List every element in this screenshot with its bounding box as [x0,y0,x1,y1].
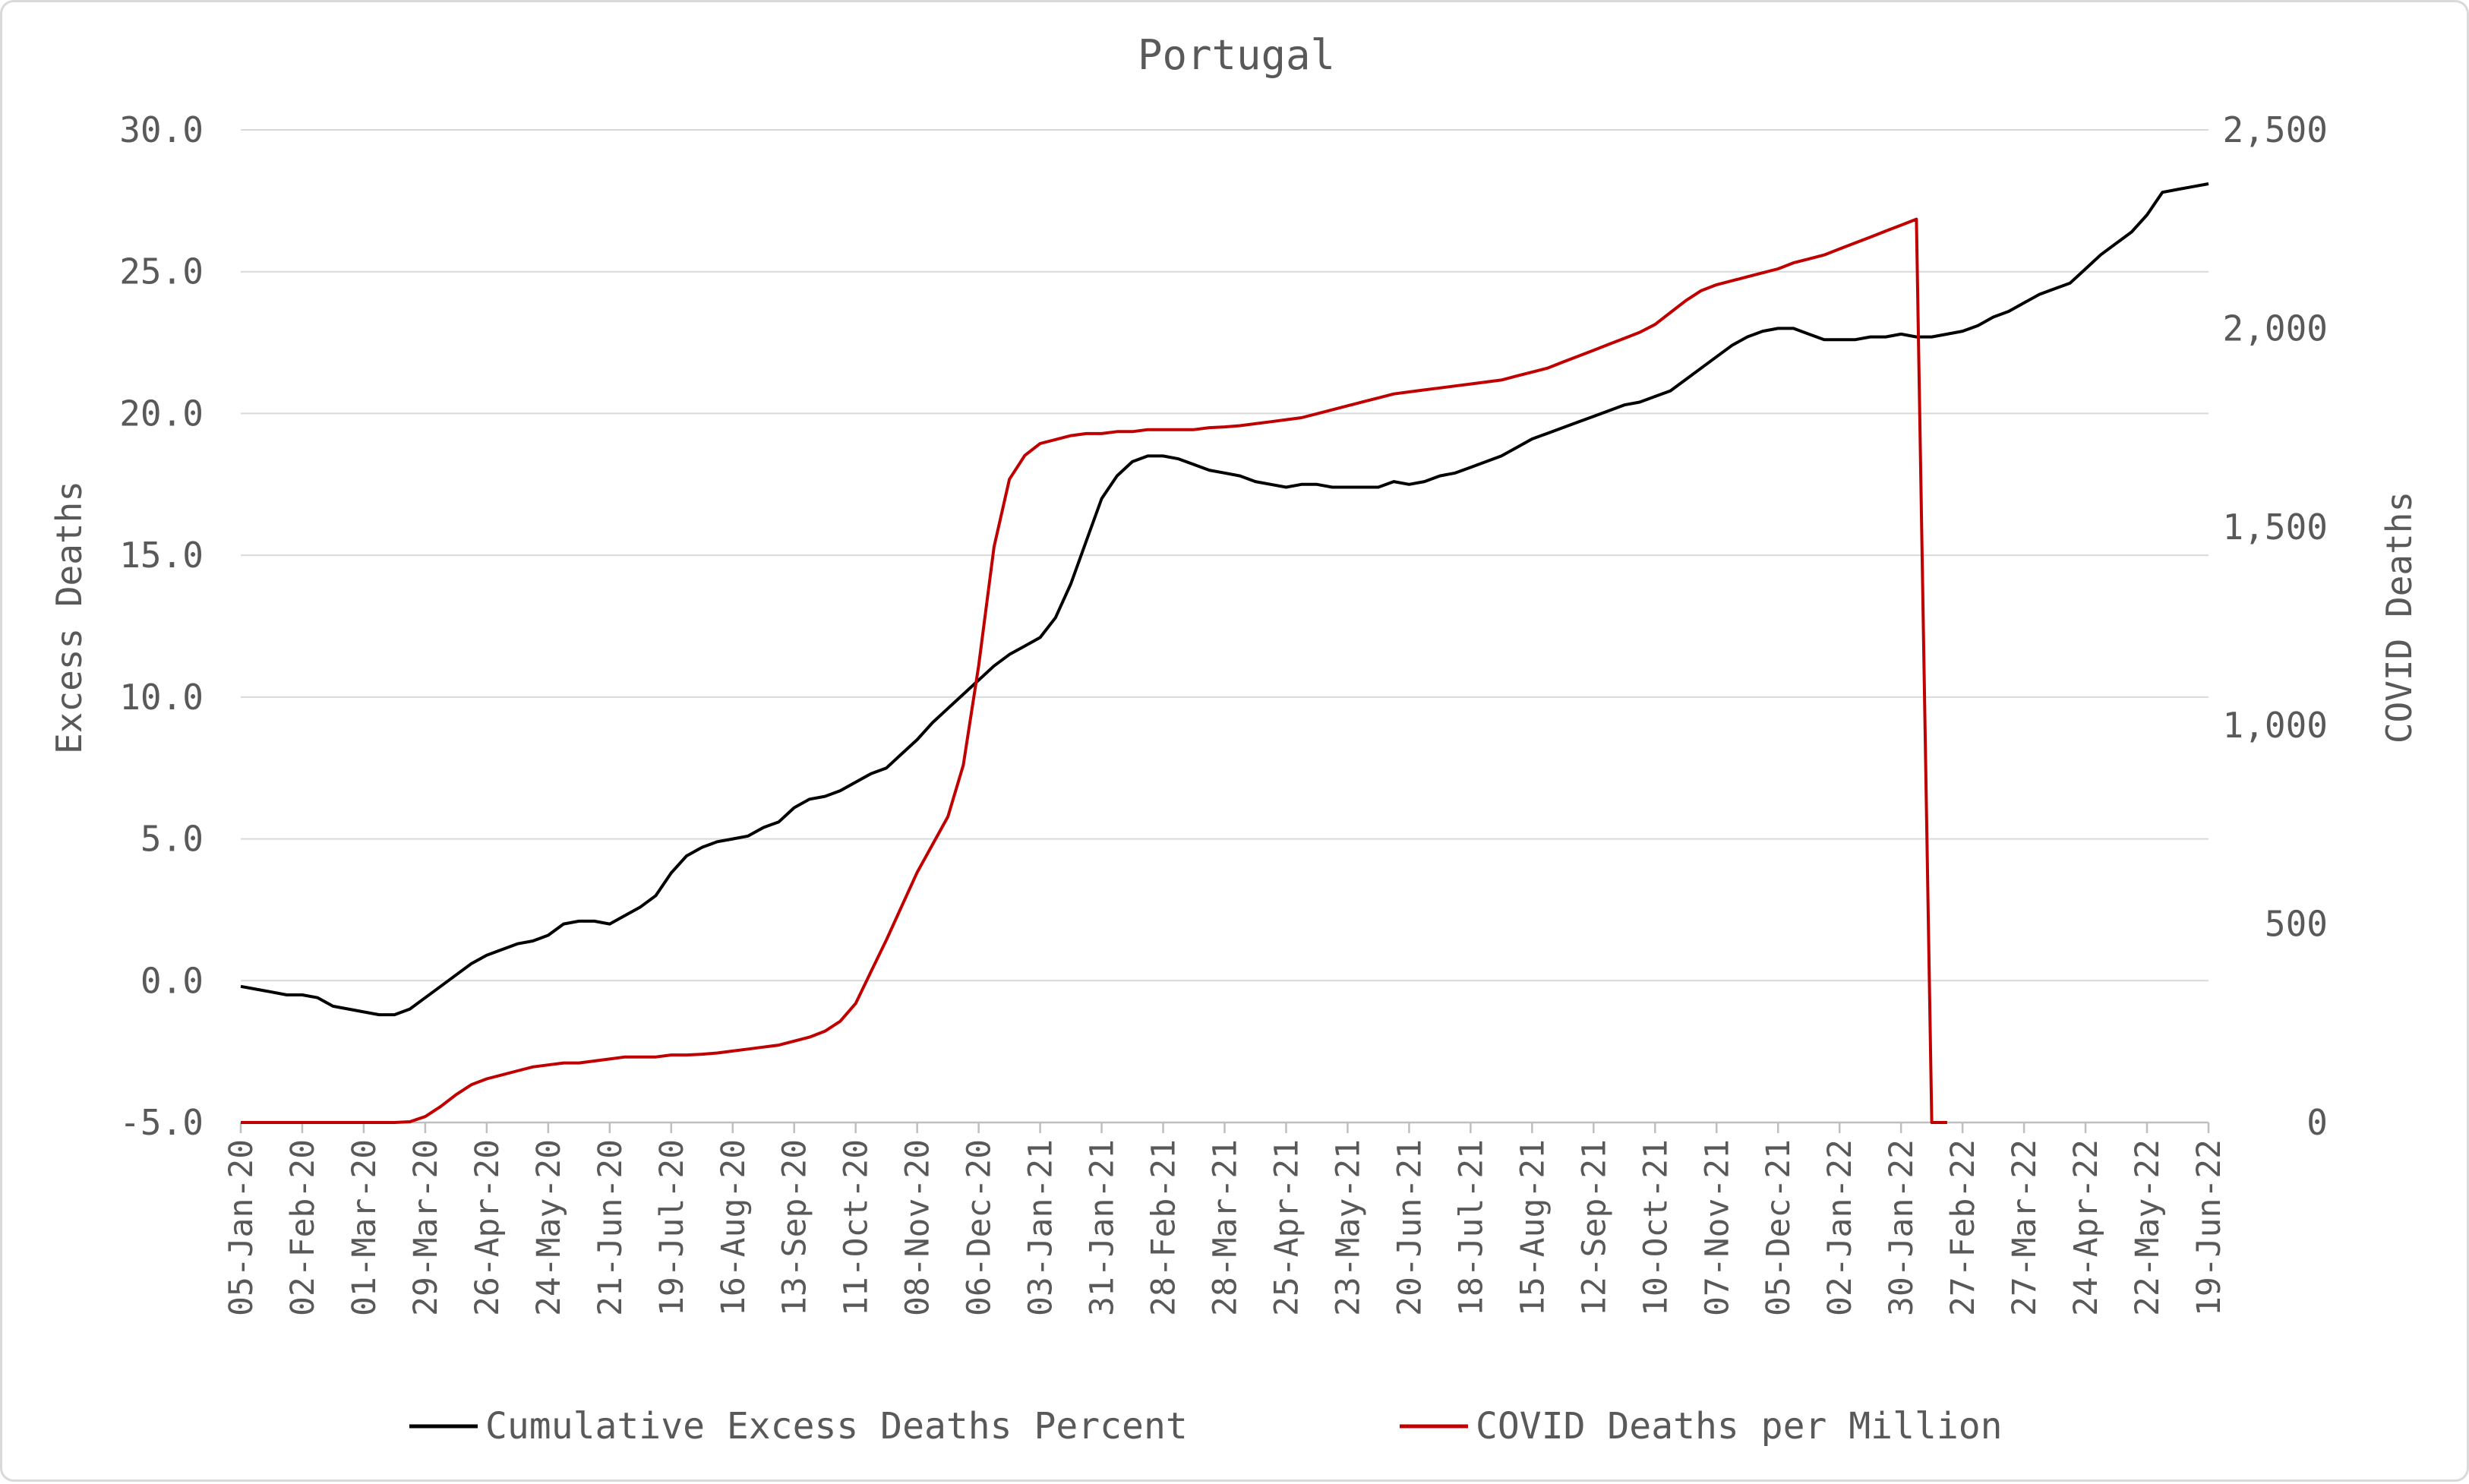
x-tick-label: 02-Feb-20 [284,1139,322,1316]
x-tick-label: 01-Mar-20 [346,1139,384,1316]
x-tick-label: 31-Jan-21 [1084,1139,1122,1316]
x-tick-label: 07-Nov-21 [1698,1139,1736,1316]
x-tick-label: 28-Mar-21 [1207,1139,1245,1316]
left-axis-title: Excess Deaths [49,481,90,754]
x-tick-label: 24-May-20 [530,1139,568,1316]
left-tick-label: -5.0 [119,1102,204,1143]
legend: Cumulative Excess Deaths Percent COVID D… [409,1405,2003,1448]
x-tick-label: 05-Dec-21 [1760,1139,1798,1316]
legend-label-excess: Cumulative Excess Deaths Percent [485,1405,1188,1448]
right-axis-title: COVID Deaths [2379,491,2420,744]
x-tick-label: 19-Jun-22 [2190,1139,2228,1316]
x-tick-label: 02-Jan-22 [1821,1139,1859,1316]
left-tick-label: 25.0 [119,251,204,292]
gridlines [241,129,2209,982]
x-tick-label: 21-Jun-20 [592,1139,630,1316]
left-axis-ticks: -5.0 0.0 5.0 10.0 15.0 20.0 25.0 30.0 [119,109,204,1143]
chart-title: Portugal [1138,31,1335,79]
left-tick-label: 0.0 [140,960,204,1001]
series-lines [240,182,2209,1124]
right-axis-ticks: 0 500 1,000 1,500 2,000 2,500 [2223,109,2328,1143]
right-tick-label: 1,500 [2223,507,2328,548]
x-tick-label: 27-Feb-22 [1944,1139,1982,1316]
right-tick-label: 1,000 [2223,705,2328,746]
x-tick-label: 16-Aug-20 [715,1139,753,1316]
right-tick-label: 2,500 [2223,109,2328,150]
left-tick-label: 15.0 [119,535,204,576]
legend-label-covid: COVID Deaths per Million [1476,1405,2003,1448]
x-tick-label: 22-May-22 [2129,1139,2167,1316]
x-tick-label: 19-Jul-20 [653,1139,691,1316]
x-tick-label: 08-Nov-20 [899,1139,937,1316]
x-tick-label: 15-Aug-21 [1514,1139,1552,1316]
x-tick-label: 28-Feb-21 [1145,1139,1183,1316]
x-tick-label: 26-Apr-20 [469,1139,507,1316]
x-tick-label: 20-Jun-21 [1391,1139,1429,1316]
x-tick-label: 27-Mar-22 [2006,1139,2044,1316]
x-tick-label: 29-Mar-20 [407,1139,445,1316]
left-tick-label: 30.0 [119,109,204,150]
x-tick-label: 06-Dec-20 [961,1139,999,1316]
x-tick-label: 24-Apr-22 [2067,1139,2105,1316]
x-tick-label: 30-Jan-22 [1883,1139,1921,1316]
x-tick-label: 10-Oct-21 [1637,1139,1675,1316]
x-tick-label: 03-Jan-21 [1022,1139,1060,1316]
right-tick-label: 500 [2265,904,2328,945]
x-tick-label: 12-Sep-21 [1575,1139,1613,1316]
x-tick-label: 13-Sep-20 [776,1139,814,1316]
left-tick-label: 10.0 [119,677,204,718]
series-line-covid-deaths [241,217,1947,1124]
x-tick-label: 18-Jul-21 [1452,1139,1490,1316]
x-tick-label: 23-May-21 [1329,1139,1367,1316]
x-tick-label: 05-Jan-20 [223,1139,260,1316]
right-tick-label: 2,000 [2223,308,2328,349]
left-tick-label: 5.0 [140,819,204,860]
right-tick-label: 0 [2306,1102,2328,1143]
x-axis: 05-Jan-20 02-Feb-20 01-Mar-20 29-Mar-20 26-A… [223,1121,2228,1316]
left-tick-label: 20.0 [119,393,204,434]
x-tick-label: 11-Oct-20 [838,1139,876,1316]
series-line-excess-deaths [240,182,2209,1017]
x-tick-label: 25-Apr-21 [1268,1139,1306,1316]
